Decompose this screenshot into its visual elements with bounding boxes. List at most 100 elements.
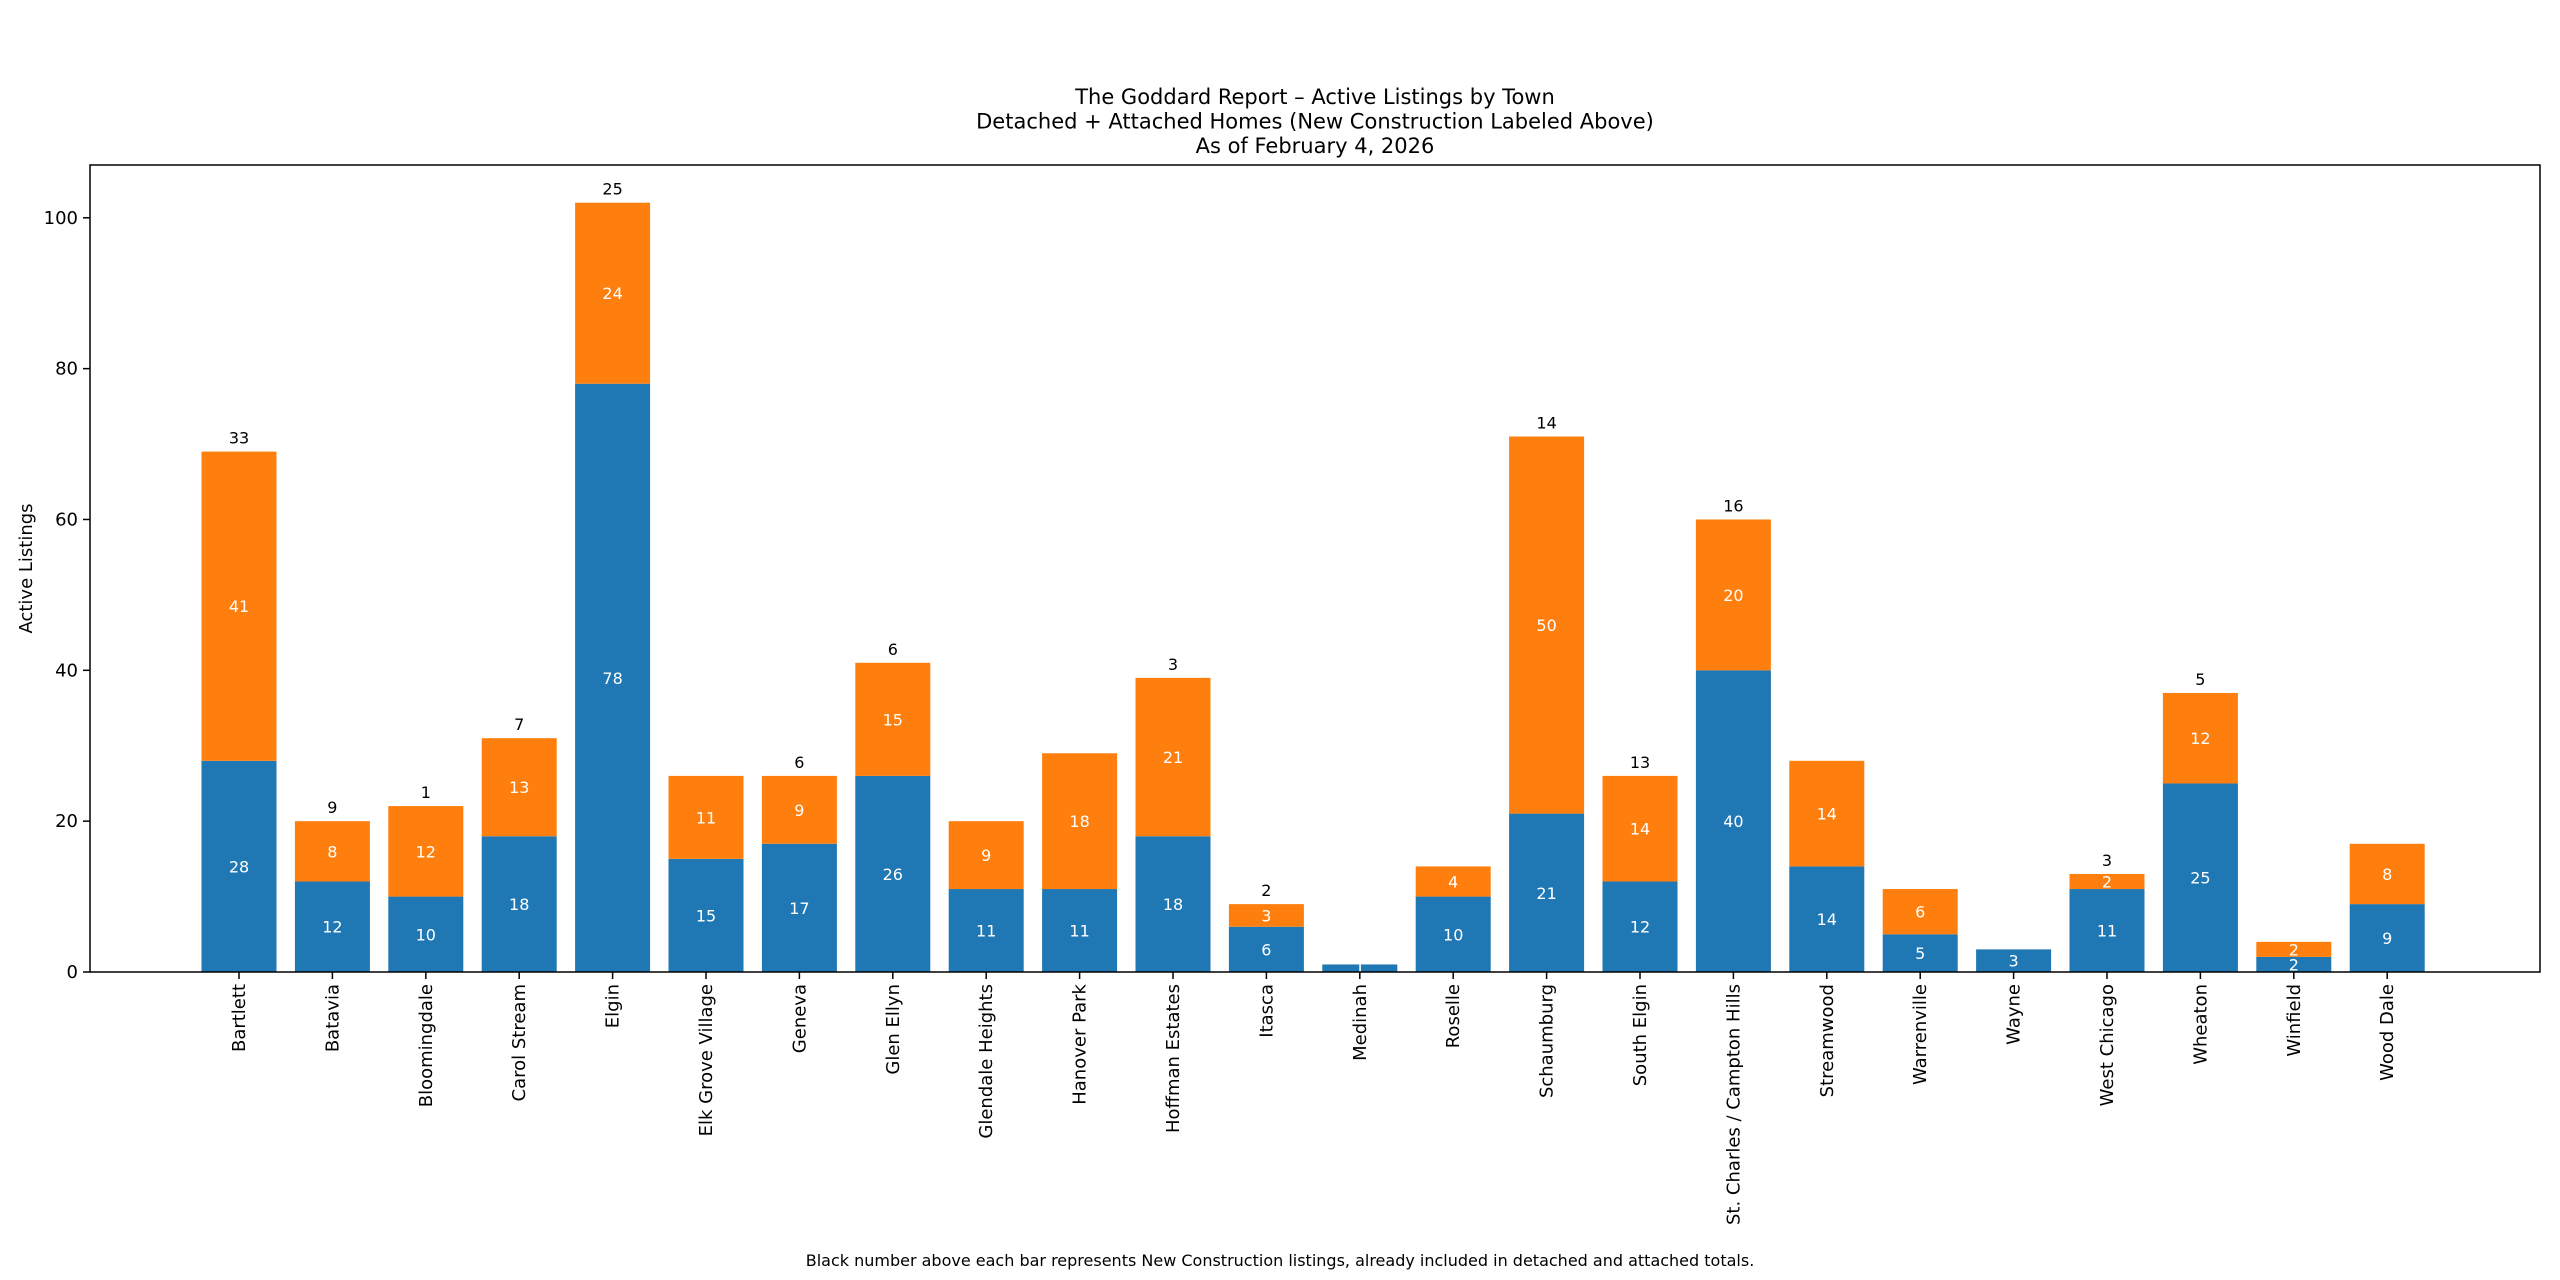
- bar-attached: [1042, 753, 1118, 890]
- y-tick-label: 80: [55, 359, 78, 380]
- new-construction-label: 33: [229, 429, 249, 448]
- bar-detached: [1322, 964, 1398, 972]
- data-label-detached: 18: [1163, 895, 1183, 914]
- x-tick-label: Streamwood: [1817, 984, 1838, 1097]
- bar-attached: [2162, 692, 2238, 784]
- bar-attached: [668, 775, 744, 859]
- x-tick-label: Itasca: [1256, 984, 1277, 1038]
- x-tick-label: St. Charles / Campton Hills: [1723, 984, 1744, 1225]
- bar-attached: [948, 821, 1024, 890]
- bar-detached: [294, 881, 370, 972]
- data-label-detached: 11: [976, 922, 996, 941]
- y-tick-label: 60: [55, 509, 78, 530]
- y-tick-label: 20: [55, 811, 78, 832]
- x-tick-label: Bartlett: [229, 984, 250, 1052]
- bar-attached: [388, 806, 464, 897]
- data-label-attached: 50: [1536, 616, 1556, 635]
- bar-detached: [1602, 881, 1678, 972]
- data-label-detached: 10: [416, 925, 436, 944]
- data-label-attached: 15: [883, 710, 903, 729]
- data-label-attached: 21: [1163, 748, 1183, 767]
- bar-detached: [2349, 904, 2425, 972]
- bar-attached: [481, 738, 557, 837]
- bar-detached: [1789, 866, 1865, 972]
- data-label-attached: 8: [2382, 865, 2392, 884]
- y-axis: 0 20 40 60 80 100: [44, 208, 90, 983]
- data-label-detached: 3: [2009, 952, 2019, 971]
- data-label-detached: 25: [2190, 869, 2210, 888]
- bar-detached: [201, 760, 277, 972]
- data-label-detached: 10: [1443, 925, 1463, 944]
- data-label-detached: 5: [1915, 944, 1925, 963]
- plot-frame: [89, 164, 2541, 973]
- new-construction-label: 3: [1168, 655, 1178, 674]
- data-label-attached: 18: [1069, 812, 1089, 831]
- bars-group: 2841331289101211813778242515111796261561…: [201, 180, 2425, 978]
- data-label-attached: 9: [981, 846, 991, 865]
- data-label-detached: 1: [1355, 959, 1365, 978]
- x-tick-label: Warrenville: [1910, 984, 1931, 1085]
- x-tick-label: Wayne: [2004, 984, 2025, 1045]
- x-tick-label: Hanover Park: [1070, 983, 1091, 1104]
- y-axis-label: Active Listings: [16, 503, 37, 633]
- bar-detached: [761, 843, 837, 972]
- bar-detached: [2162, 783, 2238, 972]
- new-construction-label: 6: [888, 640, 898, 659]
- new-construction-label: 25: [602, 180, 622, 199]
- bar-attached: [1509, 436, 1585, 814]
- bar-detached: [1976, 949, 2052, 972]
- data-label-detached: 15: [696, 906, 716, 925]
- x-axis: Bartlett Batavia Bloomingdale Carol Stream E…: [229, 972, 2398, 1225]
- chart-title: The Goddard Report – Active Listings by …: [976, 85, 1654, 158]
- x-tick-label: Glendale Heights: [976, 984, 997, 1139]
- x-tick-label: Elk Grove Village: [696, 984, 717, 1136]
- x-tick-label: South Elgin: [1630, 984, 1651, 1086]
- data-label-attached: 13: [509, 778, 529, 797]
- bar-attached: [761, 775, 837, 844]
- x-tick-label: West Chicago: [2097, 984, 2118, 1106]
- new-construction-label: 16: [1723, 496, 1743, 515]
- data-label-attached: 3: [1261, 906, 1271, 925]
- bar-attached: [1602, 775, 1678, 882]
- bar-detached: [1509, 813, 1585, 972]
- new-construction-label: 5: [2195, 670, 2205, 689]
- data-label-detached: 26: [883, 865, 903, 884]
- data-label-attached: 14: [1817, 805, 1837, 824]
- data-label-attached: 14: [1630, 820, 1650, 839]
- data-label-detached: 12: [1630, 918, 1650, 937]
- data-label-detached: 14: [1817, 910, 1837, 929]
- bar-detached: [2256, 956, 2332, 972]
- x-tick-label: Batavia: [322, 984, 343, 1052]
- bar-detached: [2069, 889, 2145, 972]
- bar-detached: [948, 889, 1024, 972]
- data-label-attached: 41: [229, 597, 249, 616]
- chart-title-line: As of February 4, 2026: [1196, 134, 1435, 158]
- data-label-attached: 12: [2190, 729, 2210, 748]
- data-label-attached: 12: [416, 842, 436, 861]
- bar-attached: [2349, 843, 2425, 905]
- data-label-detached: 2: [2289, 955, 2299, 974]
- data-label-detached: 11: [1069, 922, 1089, 941]
- data-label-detached: 17: [789, 899, 809, 918]
- bar-attached: [575, 202, 651, 384]
- bar-attached: [855, 662, 931, 776]
- bar-attached: [1415, 866, 1491, 897]
- bar-attached: [1695, 519, 1771, 671]
- x-tick-label: Hoffman Estates: [1163, 984, 1184, 1133]
- bar-attached: [2069, 873, 2145, 890]
- x-tick-label: Carol Stream: [509, 984, 530, 1101]
- bar-detached: [1228, 926, 1304, 972]
- bar-detached: [855, 775, 931, 972]
- bar-detached: [1695, 670, 1771, 972]
- data-label-detached: 18: [509, 895, 529, 914]
- data-label-attached: 4: [1448, 872, 1458, 891]
- bar-attached: [2256, 941, 2332, 957]
- bar-detached: [1135, 836, 1211, 972]
- data-label-attached: 6: [1915, 903, 1925, 922]
- bar-detached: [668, 858, 744, 972]
- data-label-attached: 2: [2102, 872, 2112, 891]
- data-label-detached: 40: [1723, 812, 1743, 831]
- x-tick-label: Glen Ellyn: [883, 984, 904, 1075]
- x-tick-label: Medinah: [1350, 984, 1371, 1061]
